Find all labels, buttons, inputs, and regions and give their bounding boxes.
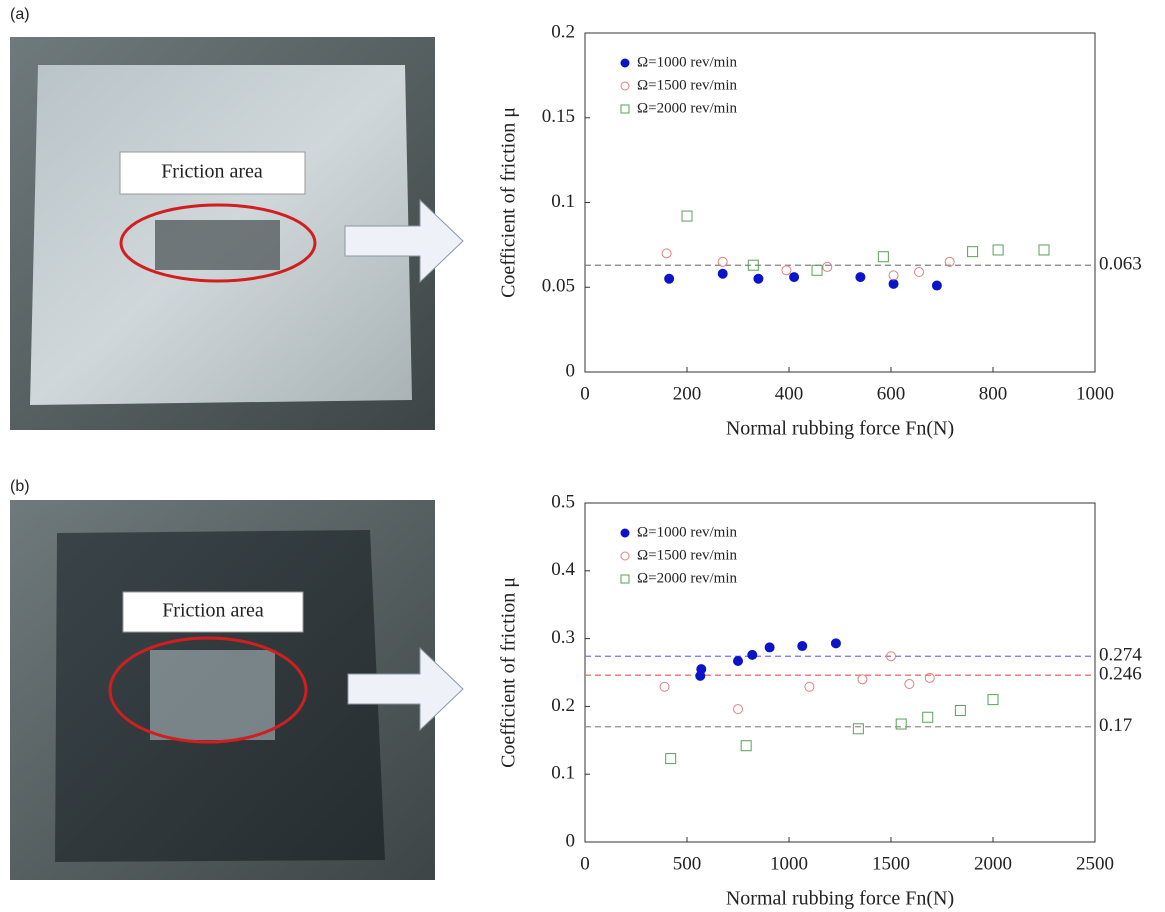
y-tick-label: 0.1 [551,763,575,784]
legend-label: Ω=1500 rev/min [637,77,738,93]
x-axis-label: Normal rubbing force Fn(N) [726,418,954,440]
point [877,251,889,263]
legend-label: Ω=2000 rev/min [637,100,738,116]
x-tick-label: 0 [580,853,590,874]
point [822,261,833,272]
y-tick-label: 0.4 [551,559,575,580]
callout-text: Friction area [162,600,264,622]
point [922,711,934,723]
x-tick-label: 200 [673,383,702,404]
y-axis-label: Coefficient of friction μ [498,577,520,768]
point [888,278,899,289]
point [830,638,841,649]
x-tick-label: 1500 [872,853,910,874]
legend-marker [620,81,630,91]
x-tick-label: 500 [673,853,702,874]
wear-mark [150,650,275,740]
legend-label: Ω=1500 rev/min [637,547,738,563]
legend-marker [620,551,630,561]
point [886,651,896,662]
x-tick-label: 600 [877,383,906,404]
point [954,704,966,716]
point [914,266,925,277]
x-tick-label: 2500 [1076,853,1114,874]
y-tick-label: 0.5 [551,491,575,512]
point [857,674,868,685]
point [733,704,743,715]
callout-box [119,151,306,195]
highlight-ellipse [119,203,317,283]
reference-label: 0.063 [1099,254,1142,275]
point [888,270,899,281]
point [664,273,675,284]
callout-text: Friction area [161,161,263,183]
reference-label: 0.246 [1099,664,1142,685]
point [924,672,935,683]
legend-label: Ω=1000 rev/min [637,54,738,70]
point [681,210,693,222]
point [733,655,743,666]
x-tick-label: 2000 [974,853,1012,874]
plot-frame [584,502,1096,843]
point [1038,244,1050,256]
x-axis-label: Normal rubbing force Fn(N) [726,888,954,910]
y-tick-label: 0.05 [542,276,575,297]
point [811,264,823,276]
x-tick-label: 800 [979,383,1008,404]
point [764,642,775,653]
point [852,723,864,735]
point [740,740,752,752]
y-axis-label: Coefficient of friction μ [498,107,520,298]
point [717,268,728,279]
legend-label: Ω=1000 rev/min [637,524,738,540]
point [659,681,670,692]
callout-box [122,591,304,633]
point [992,244,1004,256]
x-tick-label: 400 [775,383,804,404]
point [717,256,728,267]
point [789,272,800,283]
y-tick-label: 0 [566,830,576,851]
legend-marker [620,528,630,538]
x-tick-label: 1000 [1076,383,1114,404]
point [696,664,707,675]
x-tick-label: 1000 [770,853,808,874]
legend-label: Ω=2000 rev/min [637,570,738,586]
point [895,718,907,730]
point [747,259,759,271]
point [944,256,955,267]
arrow [347,646,464,732]
highlight-ellipse [108,636,308,744]
point [855,272,866,283]
point [661,248,672,259]
wear-mark [155,220,280,270]
point [931,280,942,291]
y-tick-label: 0.2 [551,21,575,42]
point [781,265,792,276]
point [747,649,758,660]
point [987,694,999,706]
point [967,246,979,258]
panel-label: (b) [10,478,30,495]
legend-marker [620,58,630,68]
point [804,681,815,692]
y-tick-label: 0.3 [551,627,575,648]
legend-marker [620,574,630,584]
y-tick-label: 0.1 [551,191,575,212]
point [665,753,677,765]
point [753,273,764,284]
point [904,679,915,690]
point [797,641,808,652]
panel-label: (a) [10,6,30,23]
legend-marker [620,104,630,114]
y-tick-label: 0.2 [551,695,575,716]
reference-label: 0.274 [1099,645,1142,666]
x-tick-label: 0 [580,383,590,404]
arrow [344,198,464,284]
y-tick-label: 0 [566,360,576,381]
reference-label: 0.17 [1099,715,1132,736]
y-tick-label: 0.15 [542,106,575,127]
